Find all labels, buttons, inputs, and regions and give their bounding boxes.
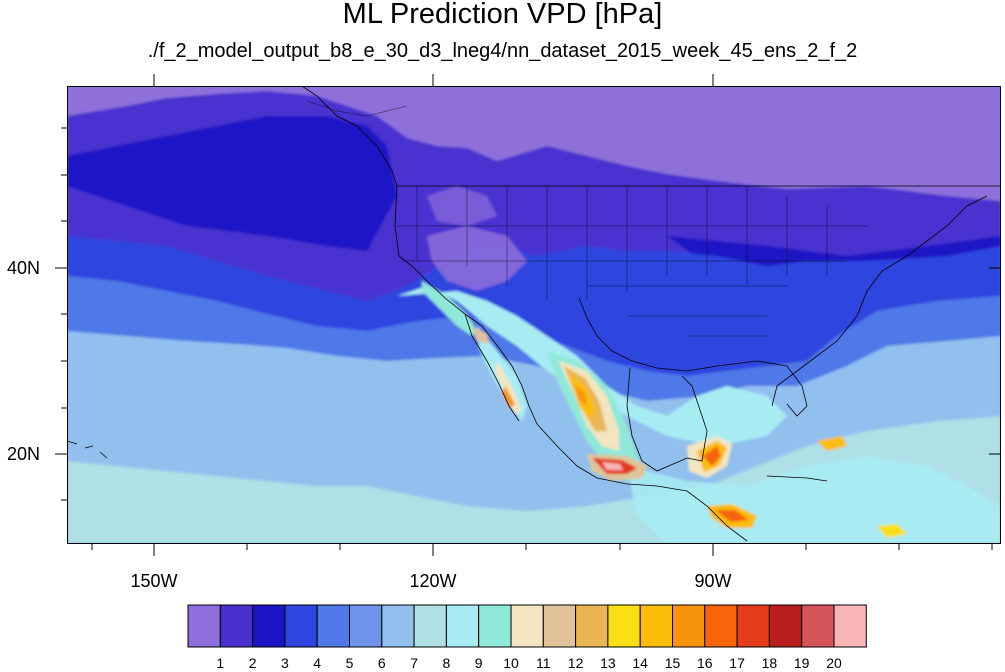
colorbar-swatch [833, 604, 867, 648]
colorbar-tick-label: 12 [567, 655, 584, 671]
colorbar-swatch [252, 604, 286, 648]
colorbar-tick-label: 4 [313, 655, 322, 671]
colorbar-swatch [672, 604, 706, 648]
colorbar-tick-label: 1 [216, 655, 225, 671]
lat-label-40n: 40N [6, 258, 40, 278]
colorbar-swatch [510, 604, 544, 648]
colorbar-swatch [768, 604, 803, 648]
colorbar-tick-label: 3 [280, 655, 289, 671]
colorbar-tick-label: 5 [345, 655, 354, 671]
lon-label-120w: 120W [409, 571, 457, 591]
colorbar-swatch [187, 604, 221, 648]
colorbar-tick-label: 7 [410, 655, 418, 671]
colorbar-tick-label: 8 [442, 655, 451, 671]
colorbar-swatch [413, 604, 447, 648]
lat-label-20n: 20N [6, 444, 40, 464]
colorbar-swatch [284, 604, 318, 648]
colorbar-tick-label: 9 [474, 655, 483, 671]
colorbar-tick-label: 14 [632, 655, 648, 671]
colorbar-swatch [704, 604, 738, 648]
colorbar-swatch [445, 604, 480, 648]
map-frame [67, 86, 1001, 544]
colorbar-swatch [607, 604, 641, 648]
map-subtitle: ./f_2_model_output_b8_e_30_d3_lneg4/nn_d… [147, 40, 858, 62]
colorbar-swatch [542, 604, 577, 648]
colorbar-swatch [575, 604, 609, 648]
colorbar-tick-label: 16 [697, 655, 713, 671]
colorbar-tick-label: 10 [503, 655, 519, 671]
colorbar-swatch [349, 604, 383, 648]
coastlines [67, 86, 1001, 542]
colorbar-swatch [478, 604, 512, 648]
vpd-contours [67, 86, 1001, 544]
colorbar-tick-label: 18 [761, 655, 778, 671]
lon-label-90w: 90W [694, 571, 732, 591]
lon-label-150w: 150W [130, 571, 178, 591]
vpd-field-svg [67, 86, 1001, 544]
colorbar-swatch [736, 604, 770, 648]
colorbar-tick-label: 6 [377, 655, 386, 671]
map-title: ML Prediction VPD [hPa] [342, 0, 663, 30]
colorbar-swatch [316, 604, 350, 648]
colorbar-tick-label: 11 [536, 655, 551, 671]
colorbar [187, 604, 867, 648]
state-borders [306, 100, 867, 337]
vpd-map [67, 86, 1001, 544]
colorbar-tick-label: 15 [664, 655, 681, 671]
colorbar-swatch [639, 604, 674, 648]
colorbar-tick-label: 17 [729, 655, 745, 671]
colorbar-tick-label: 19 [793, 655, 810, 671]
colorbar-tick-label: 2 [248, 655, 257, 671]
colorbar-tick-label: 13 [600, 655, 616, 671]
colorbar-swatch [801, 604, 835, 648]
colorbar-tick-label: 20 [826, 655, 842, 671]
colorbar-swatch [219, 604, 254, 648]
colorbar-swatch [381, 604, 415, 648]
